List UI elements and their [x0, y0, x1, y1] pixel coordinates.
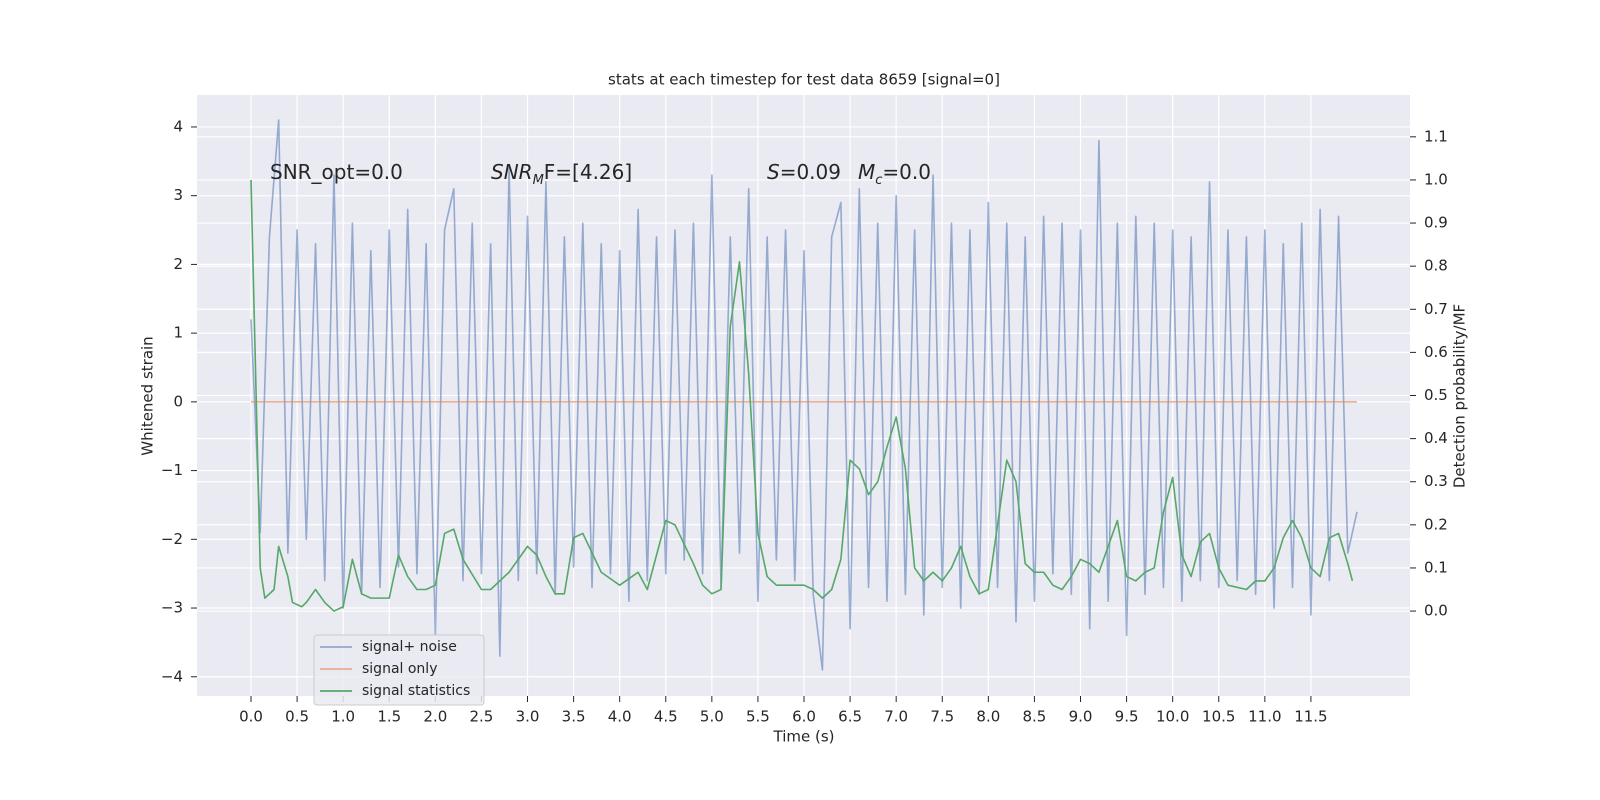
- x-tick-label: 8.5: [1022, 708, 1046, 726]
- x-tick-label: 0.5: [285, 708, 309, 726]
- annotation-var: M: [858, 160, 875, 184]
- x-tick-label: 1.5: [377, 708, 401, 726]
- annotation-var: S: [767, 160, 780, 184]
- x-tick-label: 7.0: [884, 708, 908, 726]
- legend-label: signal+ noise: [362, 639, 457, 655]
- annotation-rest: F=[4.26]: [544, 160, 632, 184]
- y-tick-label: 4: [173, 117, 183, 135]
- x-tick-label: 9.0: [1069, 708, 1093, 726]
- y2-tick-label: 0.1: [1424, 558, 1448, 576]
- x-tick-label: 5.0: [700, 708, 724, 726]
- y2-tick-label: 0.0: [1424, 602, 1448, 620]
- x-tick-label: 3.5: [562, 708, 586, 726]
- y2-tick-label: 0.3: [1424, 472, 1448, 490]
- chart-title: stats at each timestep for test data 865…: [608, 71, 1000, 89]
- y-tick-label: 1: [173, 324, 183, 342]
- x-tick-label: 10.5: [1202, 708, 1235, 726]
- x-axis-label: Time (s): [773, 728, 835, 746]
- annotation-var: SNR: [491, 160, 533, 184]
- x-tick-label: 10.0: [1156, 708, 1189, 726]
- y2-tick-label: 1.0: [1424, 170, 1448, 188]
- x-tick-label: 6.5: [838, 708, 862, 726]
- x-tick-label: 0.0: [239, 708, 263, 726]
- y-axis-label: Whitened strain: [139, 336, 157, 455]
- series-line: [250, 179, 1354, 612]
- y-tick-label: 0: [173, 392, 183, 410]
- y2-tick-label: 0.8: [1424, 257, 1448, 275]
- y2-axis-label: Detection probability/MF: [1451, 304, 1469, 488]
- y2-tick-label: 1.1: [1424, 127, 1448, 145]
- y-tick-label: 2: [173, 255, 183, 273]
- x-tick-label: 4.5: [654, 708, 678, 726]
- y-tick-label: −3: [161, 599, 183, 617]
- x-tick-label: 1.0: [331, 708, 355, 726]
- x-tick-label: 5.5: [746, 708, 770, 726]
- x-tick-label: 2.0: [423, 708, 447, 726]
- y2-tick-label: 0.4: [1424, 429, 1448, 447]
- x-tick-label: 4.0: [608, 708, 632, 726]
- legend: signal+ noise signal only signal statistic…: [313, 634, 485, 706]
- legend-label: signal statistics: [362, 683, 470, 699]
- x-tick-label: 2.5: [469, 708, 493, 726]
- y2-tick-label: 0.6: [1424, 343, 1448, 361]
- x-tick-label: 11.5: [1294, 708, 1327, 726]
- annotation-rest: =0.09: [780, 160, 841, 184]
- y2-tick-label: 0.9: [1424, 214, 1448, 232]
- y2-tick-label: 0.2: [1424, 515, 1448, 533]
- x-tick-label: 7.5: [930, 708, 954, 726]
- annotation: S=0.09: [767, 160, 841, 184]
- annotation: Mc=0.0: [858, 160, 931, 189]
- y2-tick-label: 0.5: [1424, 386, 1448, 404]
- y-tick-label: −2: [161, 530, 183, 548]
- x-tick-label: 6.0: [792, 708, 816, 726]
- legend-box: [313, 634, 485, 706]
- annotation-sub: c: [875, 173, 882, 188]
- annotation-rest: =0.0: [882, 160, 931, 184]
- x-tick-label: 3.0: [516, 708, 540, 726]
- x-tick-label: 8.0: [976, 708, 1000, 726]
- y-tick-label: 3: [173, 186, 183, 204]
- labels: 0.0 0.5 1.0 1.5 2.0 2.5 3.0 3.5 4.0 4.5 5.0 5.5 6.0 6…: [161, 117, 1448, 725]
- annotation: SNR_opt=0.0: [270, 160, 403, 184]
- annotation-sub: M: [533, 173, 544, 188]
- annotation-text: SNR_opt=0.0: [270, 160, 403, 184]
- y-tick-label: −4: [161, 667, 183, 685]
- x-tick-label: 9.5: [1115, 708, 1139, 726]
- x-tick-label: 11.0: [1248, 708, 1281, 726]
- y2-tick-label: 0.7: [1424, 300, 1448, 318]
- annotation: SNRMF=[4.26]: [491, 160, 632, 189]
- legend-label: signal only: [362, 661, 437, 677]
- y-tick-label: −1: [161, 461, 183, 479]
